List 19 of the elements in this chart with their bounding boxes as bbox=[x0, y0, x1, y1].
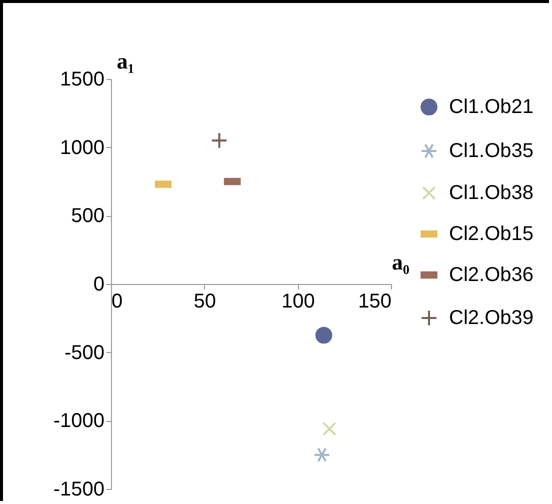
legend-label: Cl1.Ob21 bbox=[449, 96, 534, 118]
legend-label: Cl2.Ob15 bbox=[449, 223, 534, 245]
y-tick-label: -1000 bbox=[53, 410, 104, 432]
x-tick-label: 0 bbox=[112, 290, 123, 312]
legend-label: Cl1.Ob38 bbox=[449, 182, 534, 204]
y-tick-label: -500 bbox=[64, 342, 104, 364]
legend-label: Cl2.Ob36 bbox=[449, 264, 534, 286]
x-axis-title: a₀ bbox=[392, 250, 410, 274]
y-tick-label: 500 bbox=[71, 205, 104, 228]
y-axis-title: a₁ bbox=[116, 48, 134, 74]
x-tick-label: 50 bbox=[194, 290, 216, 312]
y-tick-label: 0 bbox=[93, 274, 104, 296]
legend-label: Cl2.Ob39 bbox=[449, 307, 534, 329]
y-tick-label: 1500 bbox=[60, 68, 104, 90]
legend-label: Cl1.Ob35 bbox=[449, 140, 534, 162]
x-tick-label: 150 bbox=[358, 290, 392, 312]
y-tick-label: 1000 bbox=[60, 136, 104, 159]
y-tick-label: -1500 bbox=[53, 478, 104, 500]
x-tick-label: 100 bbox=[281, 290, 315, 312]
